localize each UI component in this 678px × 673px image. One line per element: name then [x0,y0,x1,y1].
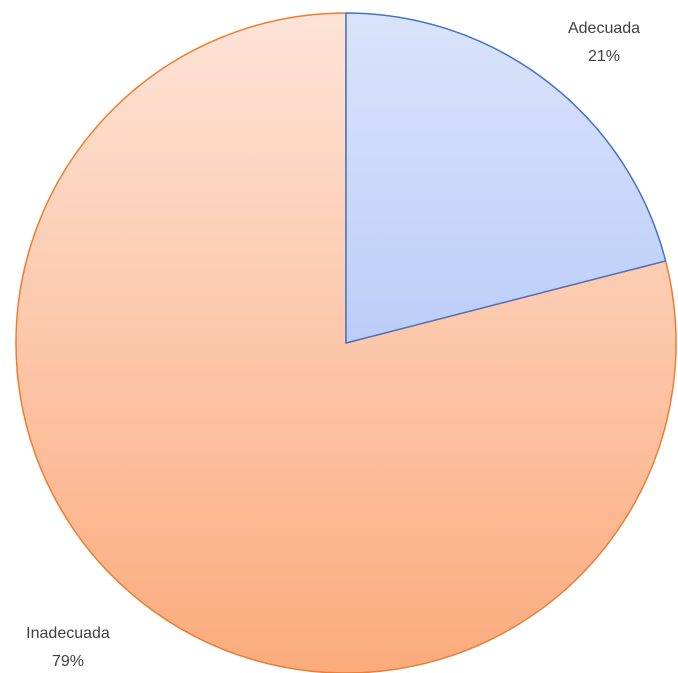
data-label-inadecuada: Inadecuada 79% [26,625,110,670]
data-label-category: Inadecuada [26,625,110,642]
pie-slices [15,12,677,673]
data-label-value: 79% [52,653,84,670]
pie-data-labels: Adecuada 21% Inadecuada 79% [26,20,640,670]
data-label-value: 21% [588,48,620,65]
pie-slice-adecuada [345,12,667,344]
data-label-category: Adecuada [568,20,640,37]
data-label-adecuada: Adecuada 21% [568,20,640,65]
